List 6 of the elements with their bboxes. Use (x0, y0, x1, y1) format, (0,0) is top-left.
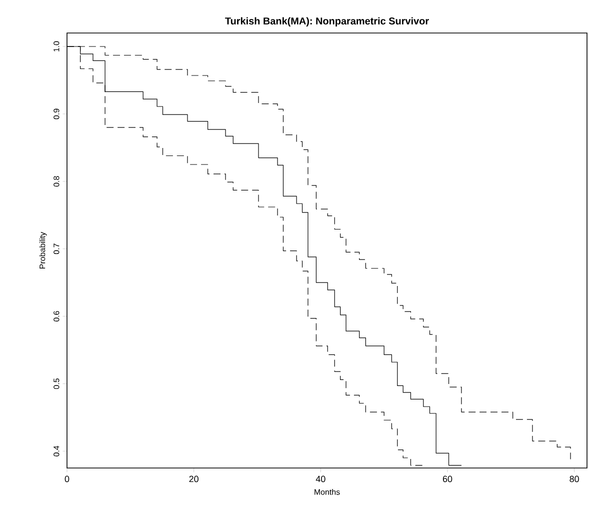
x-tick-label: 60 (442, 476, 452, 482)
x-tick-label: 0 (64, 476, 70, 482)
chart-title: Turkish Bank(MA): Nonparametric Survivor (225, 17, 429, 26)
x-tick-label: 40 (316, 476, 326, 482)
x-tick-label: 80 (570, 476, 579, 482)
x-tick-label: 20 (189, 476, 198, 482)
